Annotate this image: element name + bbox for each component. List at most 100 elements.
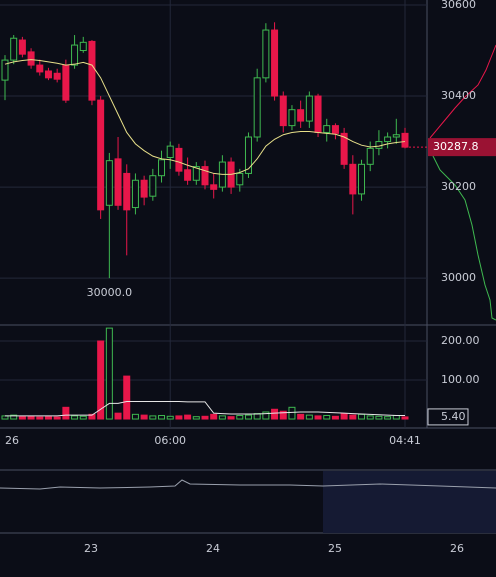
candle-body (36, 64, 44, 73)
volume-bar (331, 415, 339, 420)
last-volume-label: 5.40 (441, 410, 466, 423)
volume-bar (131, 413, 139, 420)
candle-body (53, 72, 61, 80)
candle-body (44, 70, 52, 79)
candle-body (244, 136, 252, 174)
navigator-label: 24 (206, 542, 220, 555)
candle-body (384, 136, 392, 143)
volume-bar (262, 411, 270, 420)
candle-body (288, 109, 296, 127)
y-tick-label: 30400 (441, 89, 476, 102)
volume-bar (149, 415, 157, 420)
candle-body (201, 166, 209, 186)
candle-body (105, 160, 113, 206)
last-price-label: 30287.8 (433, 140, 479, 153)
candle-body (175, 147, 183, 172)
volume-bar (323, 415, 331, 420)
last-price-box (428, 138, 496, 157)
candle-body (131, 179, 139, 209)
volume-bar (184, 414, 192, 420)
volume-bar (210, 413, 218, 420)
candle-body (149, 175, 157, 197)
volume-bar (53, 416, 61, 420)
candle-body (236, 172, 244, 186)
candle-body (166, 145, 174, 158)
volume-bar (36, 416, 44, 420)
candle-body (366, 147, 374, 165)
candle-body (314, 95, 322, 133)
depth-bids (429, 149, 496, 321)
candle-body (375, 141, 383, 149)
volume-bar (358, 413, 366, 420)
candle-body (192, 166, 200, 181)
candle-body (401, 132, 409, 148)
x-tick-label: 26 (5, 434, 19, 447)
volume-bar (123, 375, 131, 420)
y-tick-label: 30600 (441, 0, 476, 11)
volume-bar (71, 415, 79, 420)
navigator-window[interactable] (323, 471, 496, 533)
candle-body (97, 99, 105, 211)
candle-body (210, 184, 218, 190)
volume-bar (192, 416, 200, 420)
volume-bar (288, 406, 296, 420)
y-tick-label: 30200 (441, 180, 476, 193)
volume-bar (392, 415, 400, 420)
volume-bar (158, 415, 166, 420)
volume-bar (10, 414, 18, 420)
volume-bar (218, 415, 226, 420)
volume-bar (175, 415, 183, 420)
candle-body (349, 163, 357, 195)
moving-average (4, 59, 406, 175)
navigator-line (0, 479, 496, 490)
volume-bar (44, 416, 52, 420)
volume-bar (271, 408, 279, 420)
candle-body (18, 39, 26, 55)
y-tick-label: 100.00 (441, 373, 480, 386)
navigator-labels: 23 24 25 26 (84, 542, 464, 555)
candle-body (253, 77, 261, 138)
volume-bar (79, 415, 87, 420)
candle-body (323, 125, 331, 133)
last-volume-box (427, 408, 469, 426)
volume-bar (114, 412, 122, 420)
volume-bar (97, 340, 105, 420)
candle-body (340, 132, 348, 165)
volume-bar (201, 415, 209, 420)
candle-body (305, 95, 313, 122)
volume-bar (27, 415, 35, 420)
volume-bar (279, 410, 287, 420)
x-tick-label: 06:00 (154, 434, 186, 447)
candle-body (184, 169, 192, 181)
x-tick-label: 04:41 (389, 434, 421, 447)
candle-body (271, 29, 279, 97)
candle-body (88, 40, 96, 101)
volume-bar (384, 416, 392, 420)
candle-body (140, 179, 148, 198)
volume-moving-average (5, 400, 405, 417)
candle-body (358, 163, 366, 195)
volume-bar (166, 415, 174, 420)
volume-bar (140, 414, 148, 420)
volume-bar (62, 406, 70, 420)
candle-body (262, 29, 270, 79)
volume-bar (227, 416, 235, 420)
volume-bar (305, 414, 313, 420)
volume-bar (375, 415, 383, 420)
navigator-label: 26 (450, 542, 464, 555)
depth-asks (429, 44, 496, 139)
volume-bar (314, 415, 322, 420)
candle-body (158, 159, 166, 177)
volume-bar (88, 413, 96, 420)
candle-body (27, 51, 35, 66)
volume-bar (18, 416, 26, 420)
volume-bar (340, 413, 348, 420)
candle-body (10, 37, 18, 61)
candle-body (331, 125, 339, 134)
y-tick-label: 30000 (441, 271, 476, 284)
volume-bar (349, 414, 357, 420)
volume-bar (105, 327, 113, 420)
candle-body (1, 59, 9, 81)
candle-body (114, 158, 122, 206)
